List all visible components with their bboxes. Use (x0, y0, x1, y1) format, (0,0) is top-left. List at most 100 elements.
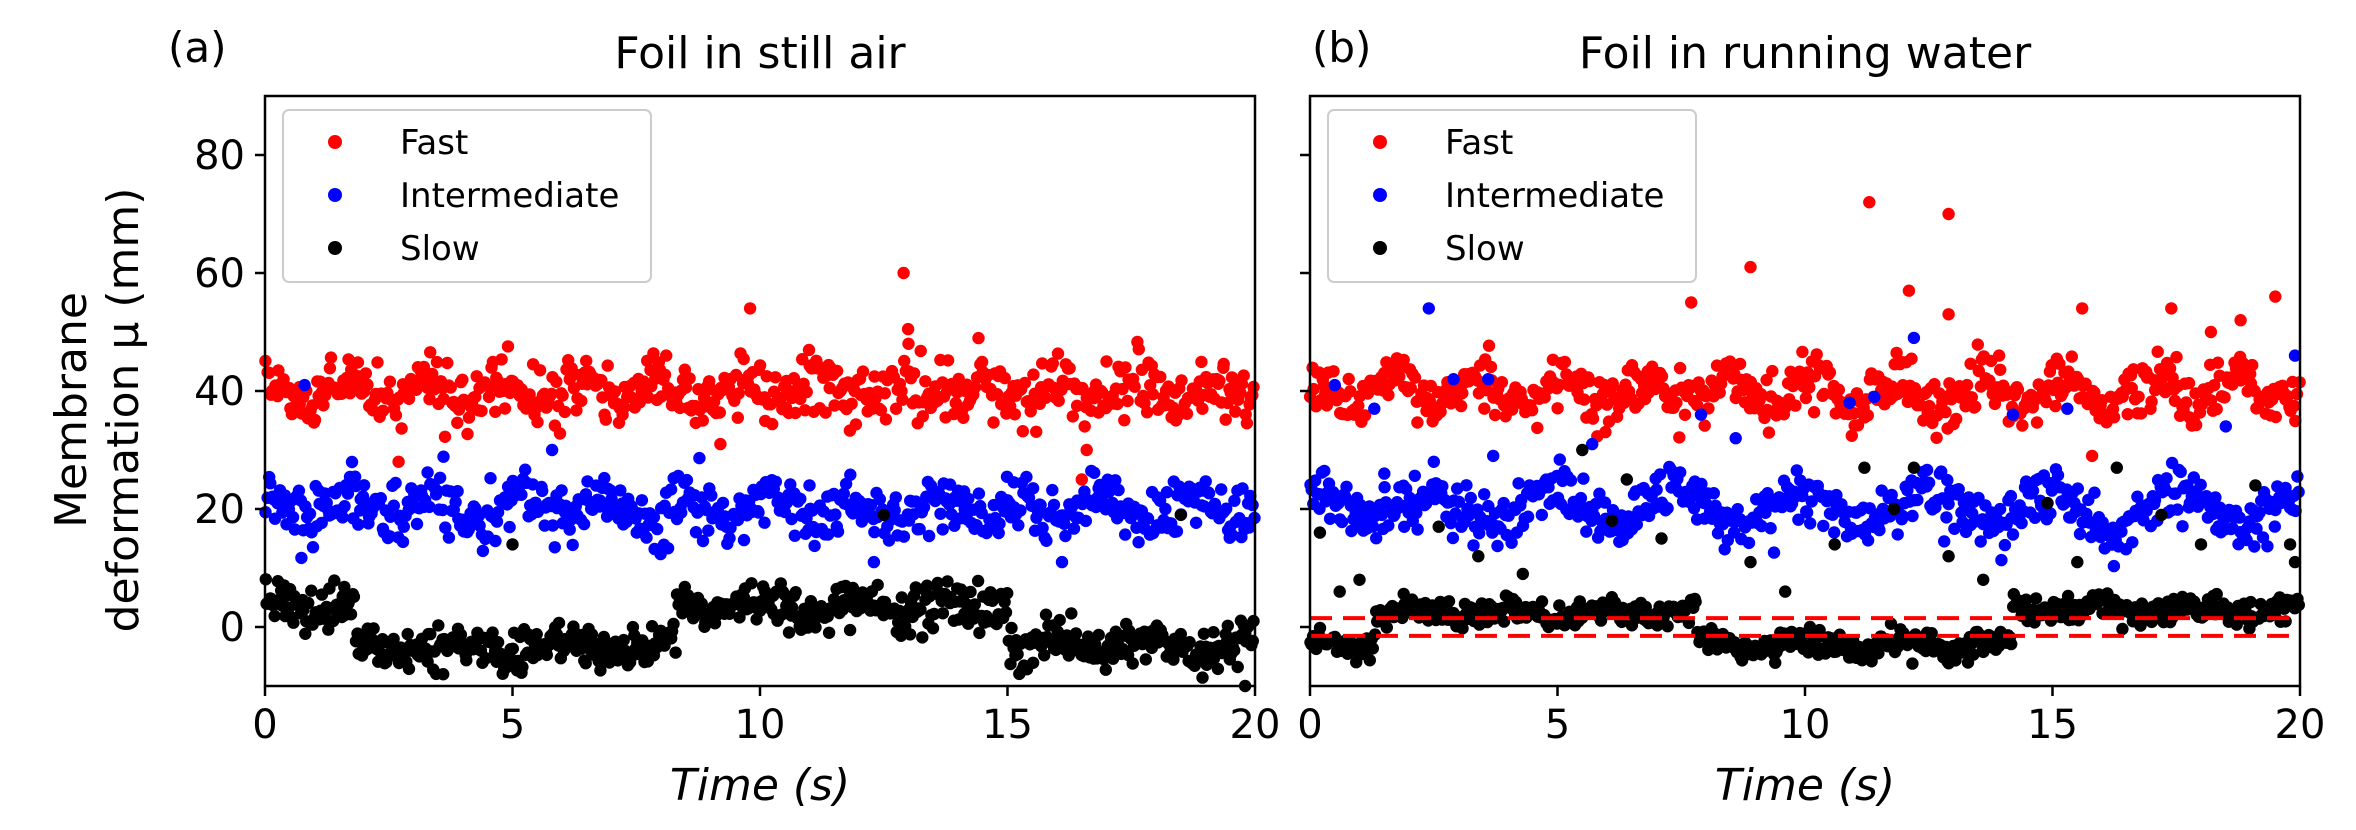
panel-b-point-intermediate (2015, 516, 2028, 530)
panel-b-point-slow (1967, 648, 1980, 661)
panel-a-point-slow (1174, 627, 1188, 641)
panel-a-point-slow (594, 664, 607, 677)
panel-a-outlier-intermediate (867, 555, 881, 569)
panel-b-point-intermediate (1817, 519, 1830, 533)
panel-b-point-intermediate (1553, 453, 1567, 466)
panel-b-point-fast (1673, 431, 1686, 444)
panel-a-point-fast (558, 405, 571, 419)
panel-b-outlier-slow (1858, 461, 1871, 474)
panel-b-point-fast (2182, 376, 2196, 390)
panel-b-point-fast (2107, 411, 2121, 424)
panel-a-legend-marker-fast (328, 135, 342, 149)
panel-a-point-fast (306, 399, 319, 412)
panel-a-point-slow (920, 579, 934, 592)
panel-a-point-intermediate (640, 531, 653, 544)
panel-a-point-fast (683, 372, 696, 385)
panel-a-outlier-fast (743, 302, 757, 315)
panel-a-point-fast (845, 397, 858, 410)
panel-b-point-fast (1760, 373, 1773, 387)
panel-a-point-fast (828, 399, 841, 412)
panel-a-point-intermediate (1067, 522, 1081, 535)
panel-a-point-intermediate (831, 525, 845, 538)
panel-b-point-fast (1923, 399, 1936, 413)
panel-a-outlier-fast (897, 266, 910, 280)
panel-b-point-intermediate (1901, 484, 1914, 497)
panel-a-point-intermediate (436, 503, 449, 517)
panel-b-outlier-intermediate (1729, 432, 1742, 445)
panel-a-point-slow (1211, 662, 1225, 676)
panel-a-point-intermediate (352, 518, 365, 531)
panel-a-point-slow (268, 609, 281, 623)
panel-b-x-tick-label: 20 (2275, 702, 2326, 748)
panel-a-point-fast (1078, 420, 1091, 433)
panel-b-outlier-intermediate (1447, 373, 1460, 386)
panel-b-point-intermediate (1370, 532, 1383, 545)
panel-a-ticks: 0 5 10 15 20 0 20 40 60 80 (194, 133, 1280, 748)
panel-a-point-intermediate (1189, 516, 1203, 529)
panel-a-point-intermediate (345, 455, 359, 469)
panel-a-point-intermediate (431, 484, 444, 498)
panel-a-point-intermediate (566, 538, 579, 552)
panel-b-point-slow (2230, 618, 2243, 631)
panel-a-point-intermediate (752, 506, 765, 519)
panel-a-point-intermediate (693, 451, 706, 465)
panel-b-ticks: 0 5 10 15 20 (1297, 153, 2326, 748)
panel-b-outlier-slow (2155, 508, 2168, 522)
panel-a-point-fast (660, 349, 673, 362)
panel-a-point-intermediate (1059, 529, 1072, 543)
panel-a-point-fast (556, 389, 569, 402)
panel-b-point-fast (1488, 408, 1502, 422)
panel-b-point-intermediate (2171, 503, 2184, 516)
panel-a-point-fast (896, 393, 909, 406)
panel-a-point-slow (1026, 656, 1040, 669)
panel-a-point-intermediate (737, 533, 751, 547)
panel-a-point-fast (1076, 381, 1089, 395)
panel-a-point-fast (878, 387, 891, 400)
panel-a-point-intermediate (598, 471, 611, 485)
panel-b-point-fast (1358, 409, 1372, 422)
panel-a-point-intermediate (868, 525, 881, 539)
panel-b-point-slow (1906, 657, 1919, 670)
panel-b-point-fast (2030, 416, 2044, 429)
panel-a-point-fast (308, 413, 322, 427)
panel-b-point-intermediate (1993, 502, 2007, 516)
panel-b-point-fast (1482, 339, 1496, 352)
panel-a-point-slow (941, 575, 954, 588)
panel-b-point-intermediate (1800, 506, 1814, 519)
panel-a-point-fast (1132, 343, 1146, 356)
panel-b-outlier-slow (2110, 461, 2123, 474)
panel-b-point-intermediate (1998, 538, 2012, 552)
panel-a-point-fast (417, 360, 431, 374)
panel-a-point-fast (1213, 374, 1226, 387)
panel-b-point-slow (1363, 654, 1377, 667)
panel-b-point-slow (2005, 637, 2018, 651)
panel-a-point-fast (1008, 408, 1021, 421)
panel-b-point-intermediate (2194, 478, 2207, 491)
panel-a-point-intermediate (689, 526, 703, 539)
panel-a-point-slow (973, 626, 986, 640)
panel-a-x-tick-label: 15 (982, 702, 1033, 748)
panel-a-point-fast (1119, 361, 1132, 374)
panel-a-point-slow (843, 623, 857, 637)
panel-a-point-intermediate (286, 511, 300, 524)
panel-b-point-intermediate (1661, 502, 1674, 515)
panel-a-point-slow (344, 608, 358, 621)
panel-b-point-intermediate (1805, 495, 1818, 508)
panel-b-point-fast (2088, 386, 2101, 399)
panel-b-point-intermediate (2051, 469, 2065, 482)
panel-b-point-fast (1478, 402, 1491, 415)
panel-a-point-intermediate (769, 475, 782, 488)
panel-b-point-fast (1327, 365, 1340, 378)
panel-b-point-fast (1495, 376, 1509, 389)
panel-a-point-slow (1139, 653, 1153, 666)
panel-a-point-fast (957, 411, 970, 424)
panel-b-point-intermediate (2107, 559, 2121, 573)
panel-b-point-intermediate (2073, 527, 2087, 541)
panel-b-point-fast (2049, 399, 2062, 413)
panel-a-point-intermediate (555, 484, 568, 497)
panel-a-point-fast (402, 392, 416, 405)
panel-a-point-intermediate (336, 511, 349, 524)
panel-b-point-slow (1553, 599, 1566, 612)
panel-a-point-slow (338, 580, 351, 594)
panel-b: (b) Foil in running water 0 5 10 15 20 Time … (1297, 23, 2325, 811)
